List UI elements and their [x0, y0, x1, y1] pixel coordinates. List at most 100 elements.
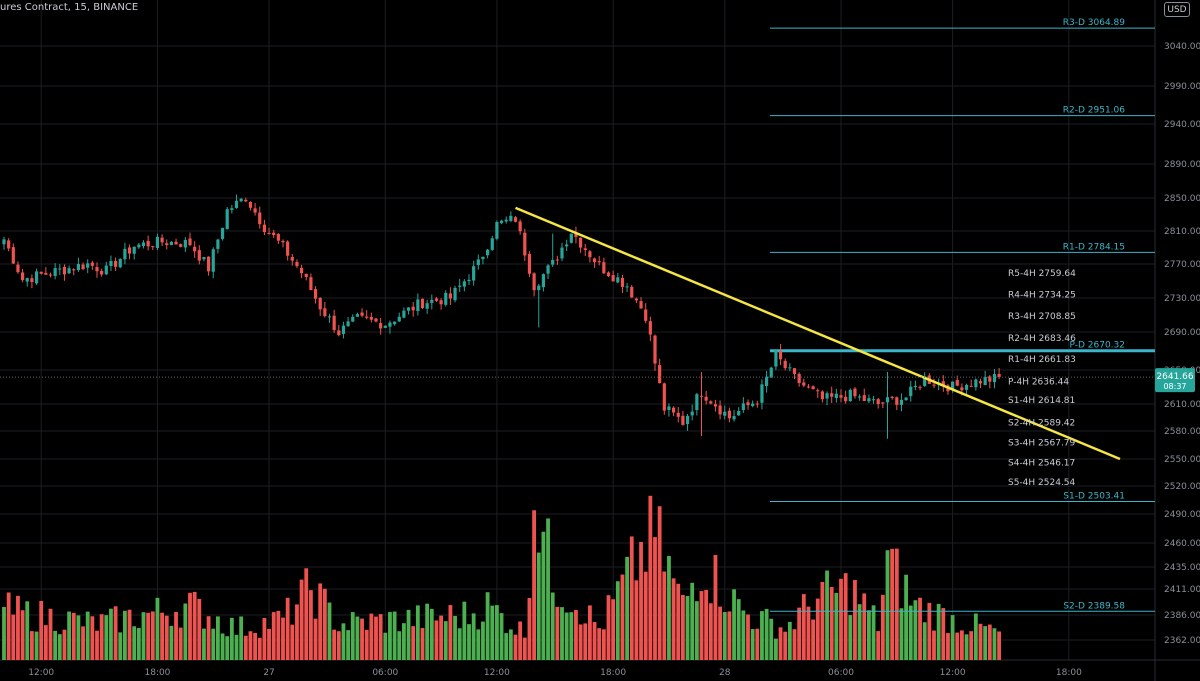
candle-body [741, 403, 745, 410]
candle-body [718, 405, 722, 415]
volume-bar [564, 612, 569, 660]
volume-bar [960, 630, 964, 660]
candle-body [941, 381, 945, 387]
volume-bar [188, 592, 192, 660]
volume-bar [346, 630, 350, 660]
volume-bar [402, 623, 406, 660]
volume-bar [216, 616, 220, 660]
candle-body [858, 396, 862, 398]
candle-body [890, 396, 894, 398]
x-tick-label: 12:00 [940, 668, 966, 678]
volume-bar [950, 615, 955, 660]
candle-body [960, 387, 964, 391]
volume-bar [169, 625, 174, 660]
volume-bar [857, 604, 862, 660]
x-tick-label: 12:00 [484, 668, 510, 678]
volume-bar [234, 634, 239, 660]
candle-body [806, 386, 811, 388]
candle-body [709, 401, 713, 404]
volume-bar [853, 580, 857, 660]
candle-body [602, 262, 606, 274]
volume-bar [815, 598, 820, 660]
candle-body [160, 237, 164, 243]
candle-body [402, 310, 406, 318]
price-axis[interactable]: 3040.00 2990.00 2940.00 2890.00 2850.00 2810.… [1164, 42, 1200, 646]
candle-body [834, 393, 838, 399]
volume-bar [267, 628, 271, 660]
volume-bar [880, 594, 885, 660]
candle-body [281, 240, 285, 243]
candle-body [286, 241, 290, 256]
volume-bar [429, 608, 434, 660]
candle-body [737, 410, 741, 416]
candle-body [30, 278, 34, 283]
candle-body [751, 403, 755, 407]
volume-bar [434, 620, 439, 660]
volume-bar [825, 570, 829, 660]
volume-bar [378, 614, 383, 660]
candle-body [174, 241, 178, 245]
volume-bar [764, 608, 769, 660]
candle-body [448, 293, 452, 299]
candle-body [253, 208, 257, 213]
currency-button[interactable]: USD [1164, 2, 1190, 17]
candle-body [295, 262, 299, 267]
volume-bar [713, 555, 718, 660]
y-tick-label: 2890.00 [1164, 160, 1200, 170]
candle-body [746, 402, 750, 406]
y-tick-label: 2362.00 [1164, 636, 1200, 646]
candle-body [597, 261, 601, 263]
volume-bar [694, 601, 699, 660]
candle-body [309, 277, 313, 291]
volume-bar [225, 636, 230, 660]
candle-body [234, 200, 239, 209]
volume-bar [127, 609, 132, 660]
volume-bar [476, 629, 481, 660]
volume-bar [392, 611, 397, 660]
price-badge-box [1155, 368, 1195, 393]
candle-body [899, 399, 904, 405]
volume-bar [364, 629, 369, 660]
candle-body [467, 279, 471, 282]
time-axis[interactable]: 12:00 18:00 27 06:00 12:00 18:00 28 06:00 12:00 1… [28, 668, 1082, 678]
candle-body [802, 382, 806, 386]
y-tick-label: 2460.00 [1164, 539, 1200, 549]
volume-bar [76, 615, 81, 660]
volume-bar [606, 595, 611, 660]
candle-body [2, 239, 6, 245]
volume-bar [20, 610, 25, 660]
candle-body [411, 306, 415, 311]
candle-body [225, 209, 229, 230]
volume-bar [811, 619, 815, 660]
candle-body [416, 299, 420, 312]
candle-body [909, 386, 913, 397]
volume-bar [592, 622, 597, 660]
volume-bar [955, 632, 960, 660]
volume-bar [383, 632, 388, 660]
candle-body [104, 265, 108, 275]
volume-bar [676, 583, 681, 660]
trendline-layer [515, 206, 1121, 461]
pivot-4h-label: S4-4H 2546.17 [1008, 458, 1075, 468]
candle-body [118, 258, 122, 268]
volume-bar [574, 609, 578, 660]
candle-body [151, 246, 155, 248]
volume-bar [625, 556, 629, 660]
volume-bar [457, 628, 462, 660]
candle-body [183, 239, 187, 248]
candle-body [123, 248, 127, 260]
volume-bar [336, 631, 341, 660]
candle-body [262, 224, 266, 233]
candle-body [179, 244, 183, 247]
y-tick-label: 2386.00 [1164, 611, 1200, 621]
candle-body [885, 397, 890, 403]
candle-body [165, 243, 169, 246]
volume-bar [876, 631, 881, 660]
y-tick-label: 2411.00 [1164, 585, 1200, 595]
candle-body [304, 273, 308, 277]
candle-body [606, 272, 611, 277]
candle-body [58, 268, 62, 270]
candle-body [499, 220, 504, 224]
candle-body [560, 247, 564, 259]
